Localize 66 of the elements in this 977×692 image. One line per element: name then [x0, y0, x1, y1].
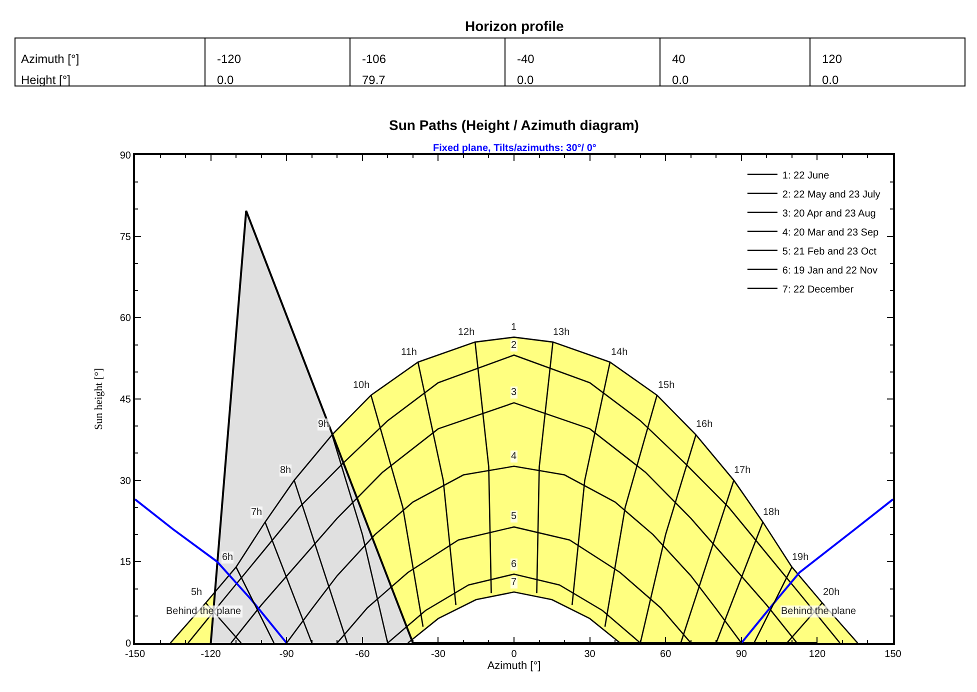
annotation: 15h: [658, 380, 675, 391]
x-tick-label: -150: [124, 649, 146, 660]
annotation: 18h: [763, 507, 780, 518]
annotation: 8h: [280, 465, 292, 476]
x-axis-title: Azimuth [°]: [487, 660, 541, 672]
text: Horizon profile: [465, 18, 564, 34]
chart-subtitle: Fixed plane, Tilts/azimuths: 30°/ 0°: [433, 143, 596, 154]
legend-label: 6: 19 Jan and 22 Nov: [782, 265, 878, 276]
legend-label: 7: 22 December: [782, 284, 854, 296]
legend-label: 4: 20 Mar and 23 Sep: [782, 227, 880, 238]
annotation: 9h: [318, 419, 330, 430]
text: 0.0: [822, 73, 840, 87]
y-tick-label: 45: [120, 394, 132, 406]
x-tick-label: 120: [808, 649, 826, 660]
y-tick-label: 60: [120, 313, 132, 324]
x-tick-label: 150: [884, 649, 902, 660]
annotation: 5h: [191, 587, 202, 598]
annotation: 6h: [222, 552, 234, 563]
text: 0.0: [672, 73, 690, 87]
x-tick-label: -60: [355, 649, 370, 660]
annotation: 20h: [823, 587, 840, 598]
annotation: 13h: [553, 327, 570, 338]
x-tick-label: -90: [279, 649, 294, 660]
annotation: 11h: [401, 347, 417, 358]
text: 40: [672, 52, 686, 66]
text: -120: [217, 52, 242, 66]
x-tick-label: -30: [430, 649, 446, 660]
annotation: 3: [511, 387, 517, 398]
annotation: 5: [511, 511, 517, 522]
annotation: 10h: [353, 380, 370, 391]
legend-label: 5: 21 Feb and 23 Oct: [782, 246, 877, 258]
x-tick-label: 90: [736, 649, 748, 660]
chart-title: Sun Paths (Height / Azimuth diagram): [389, 117, 639, 133]
x-tick-label: 0: [511, 649, 518, 660]
annotation: 14h: [611, 347, 628, 358]
text: 0.0: [517, 73, 534, 87]
text: 120: [822, 52, 842, 66]
annotation: 6: [511, 559, 517, 570]
annotation: 4: [511, 451, 517, 462]
text: Azimuth [°]: [21, 52, 80, 66]
x-tick-label: -120: [200, 649, 222, 660]
legend-label: 2: 22 May and 23 July: [782, 189, 880, 200]
text: -40: [517, 52, 535, 66]
y-tick-label: 30: [120, 476, 132, 487]
text: 79.7: [362, 73, 386, 87]
text: 0.0: [217, 73, 234, 87]
annotation: 7: [511, 577, 517, 588]
annotation: 7h: [251, 507, 262, 518]
annotation: Behind the plane: [166, 606, 242, 617]
y-axis-title: Sun height [°]: [93, 368, 106, 430]
annotation: 2: [511, 340, 517, 351]
annotation: 16h: [696, 419, 713, 430]
y-tick-label: 75: [120, 232, 132, 243]
y-tick-label: 0: [125, 638, 132, 650]
annotation: 17h: [734, 465, 751, 476]
annotation: Behind the plane: [781, 606, 856, 617]
y-tick-label: 90: [120, 150, 132, 162]
annotation: 12h: [458, 327, 475, 338]
y-tick-label: 15: [120, 557, 132, 568]
annotation: 1: [511, 322, 517, 333]
annotation: 19h: [792, 552, 809, 563]
x-tick-label: 30: [584, 649, 596, 660]
legend-label: 1: 22 June: [782, 170, 830, 182]
legend-label: 3: 20 Apr and 23 Aug: [782, 208, 876, 220]
text: -106: [362, 52, 386, 66]
x-tick-label: 60: [660, 649, 672, 660]
